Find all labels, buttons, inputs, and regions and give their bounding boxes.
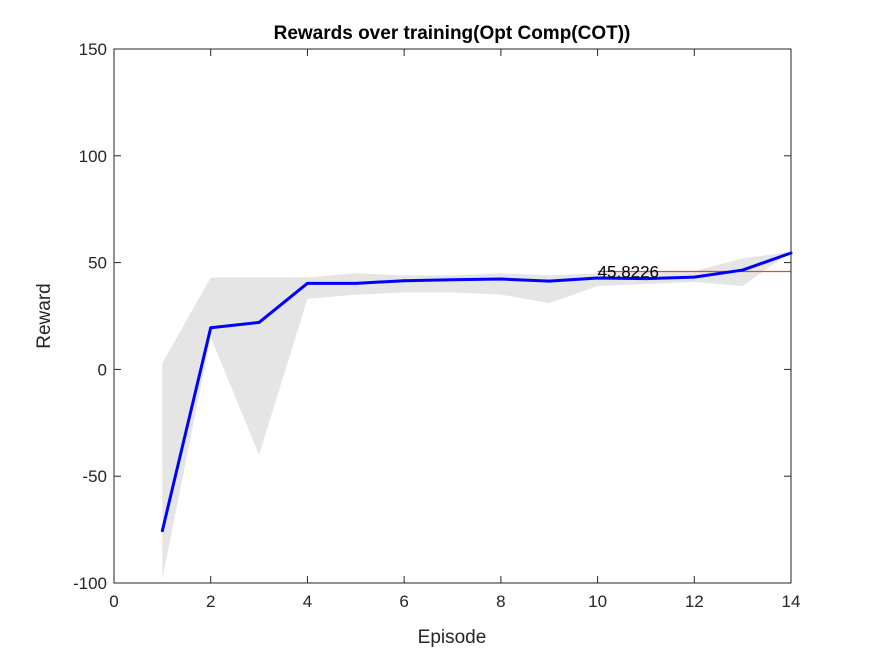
- x-tick-label: 0: [109, 592, 118, 611]
- data-point: [451, 278, 454, 282]
- x-tick-label: 6: [399, 592, 408, 611]
- x-tick-label: 4: [303, 592, 312, 611]
- x-axis-label: Episode: [418, 627, 487, 648]
- data-point: [257, 320, 261, 324]
- x-tick-label: 12: [685, 592, 704, 611]
- y-tick-label: -100: [73, 574, 107, 593]
- data-point: [209, 326, 213, 330]
- x-tick-label: 14: [782, 592, 801, 611]
- x-tick-label: 8: [496, 592, 505, 611]
- y-axis-label: Reward: [34, 283, 55, 348]
- data-point: [692, 275, 696, 279]
- reward-range-band: [162, 251, 791, 579]
- data-point: [402, 279, 406, 283]
- data-point: [547, 279, 551, 283]
- mean-reward-line: [160, 251, 792, 532]
- y-tick-label: 50: [88, 254, 107, 273]
- plot-frame: [113, 48, 792, 584]
- reference-value-label: 45.8226: [598, 263, 659, 282]
- y-tick-label: -50: [82, 467, 107, 486]
- data-point: [596, 276, 600, 280]
- x-tick-label: 10: [588, 592, 607, 611]
- data-point: [644, 277, 648, 281]
- data-point: [499, 277, 503, 281]
- data-point: [305, 281, 309, 285]
- y-tick-label: 0: [98, 360, 107, 379]
- data-point: [160, 529, 164, 533]
- data-point: [354, 281, 358, 285]
- y-tick-label: 100: [79, 147, 107, 166]
- chart-title: Rewards over training(Opt Comp(COT)): [274, 23, 631, 44]
- data-point: [741, 268, 745, 272]
- y-tick-label: 150: [79, 40, 107, 59]
- x-tick-label: 2: [206, 592, 215, 611]
